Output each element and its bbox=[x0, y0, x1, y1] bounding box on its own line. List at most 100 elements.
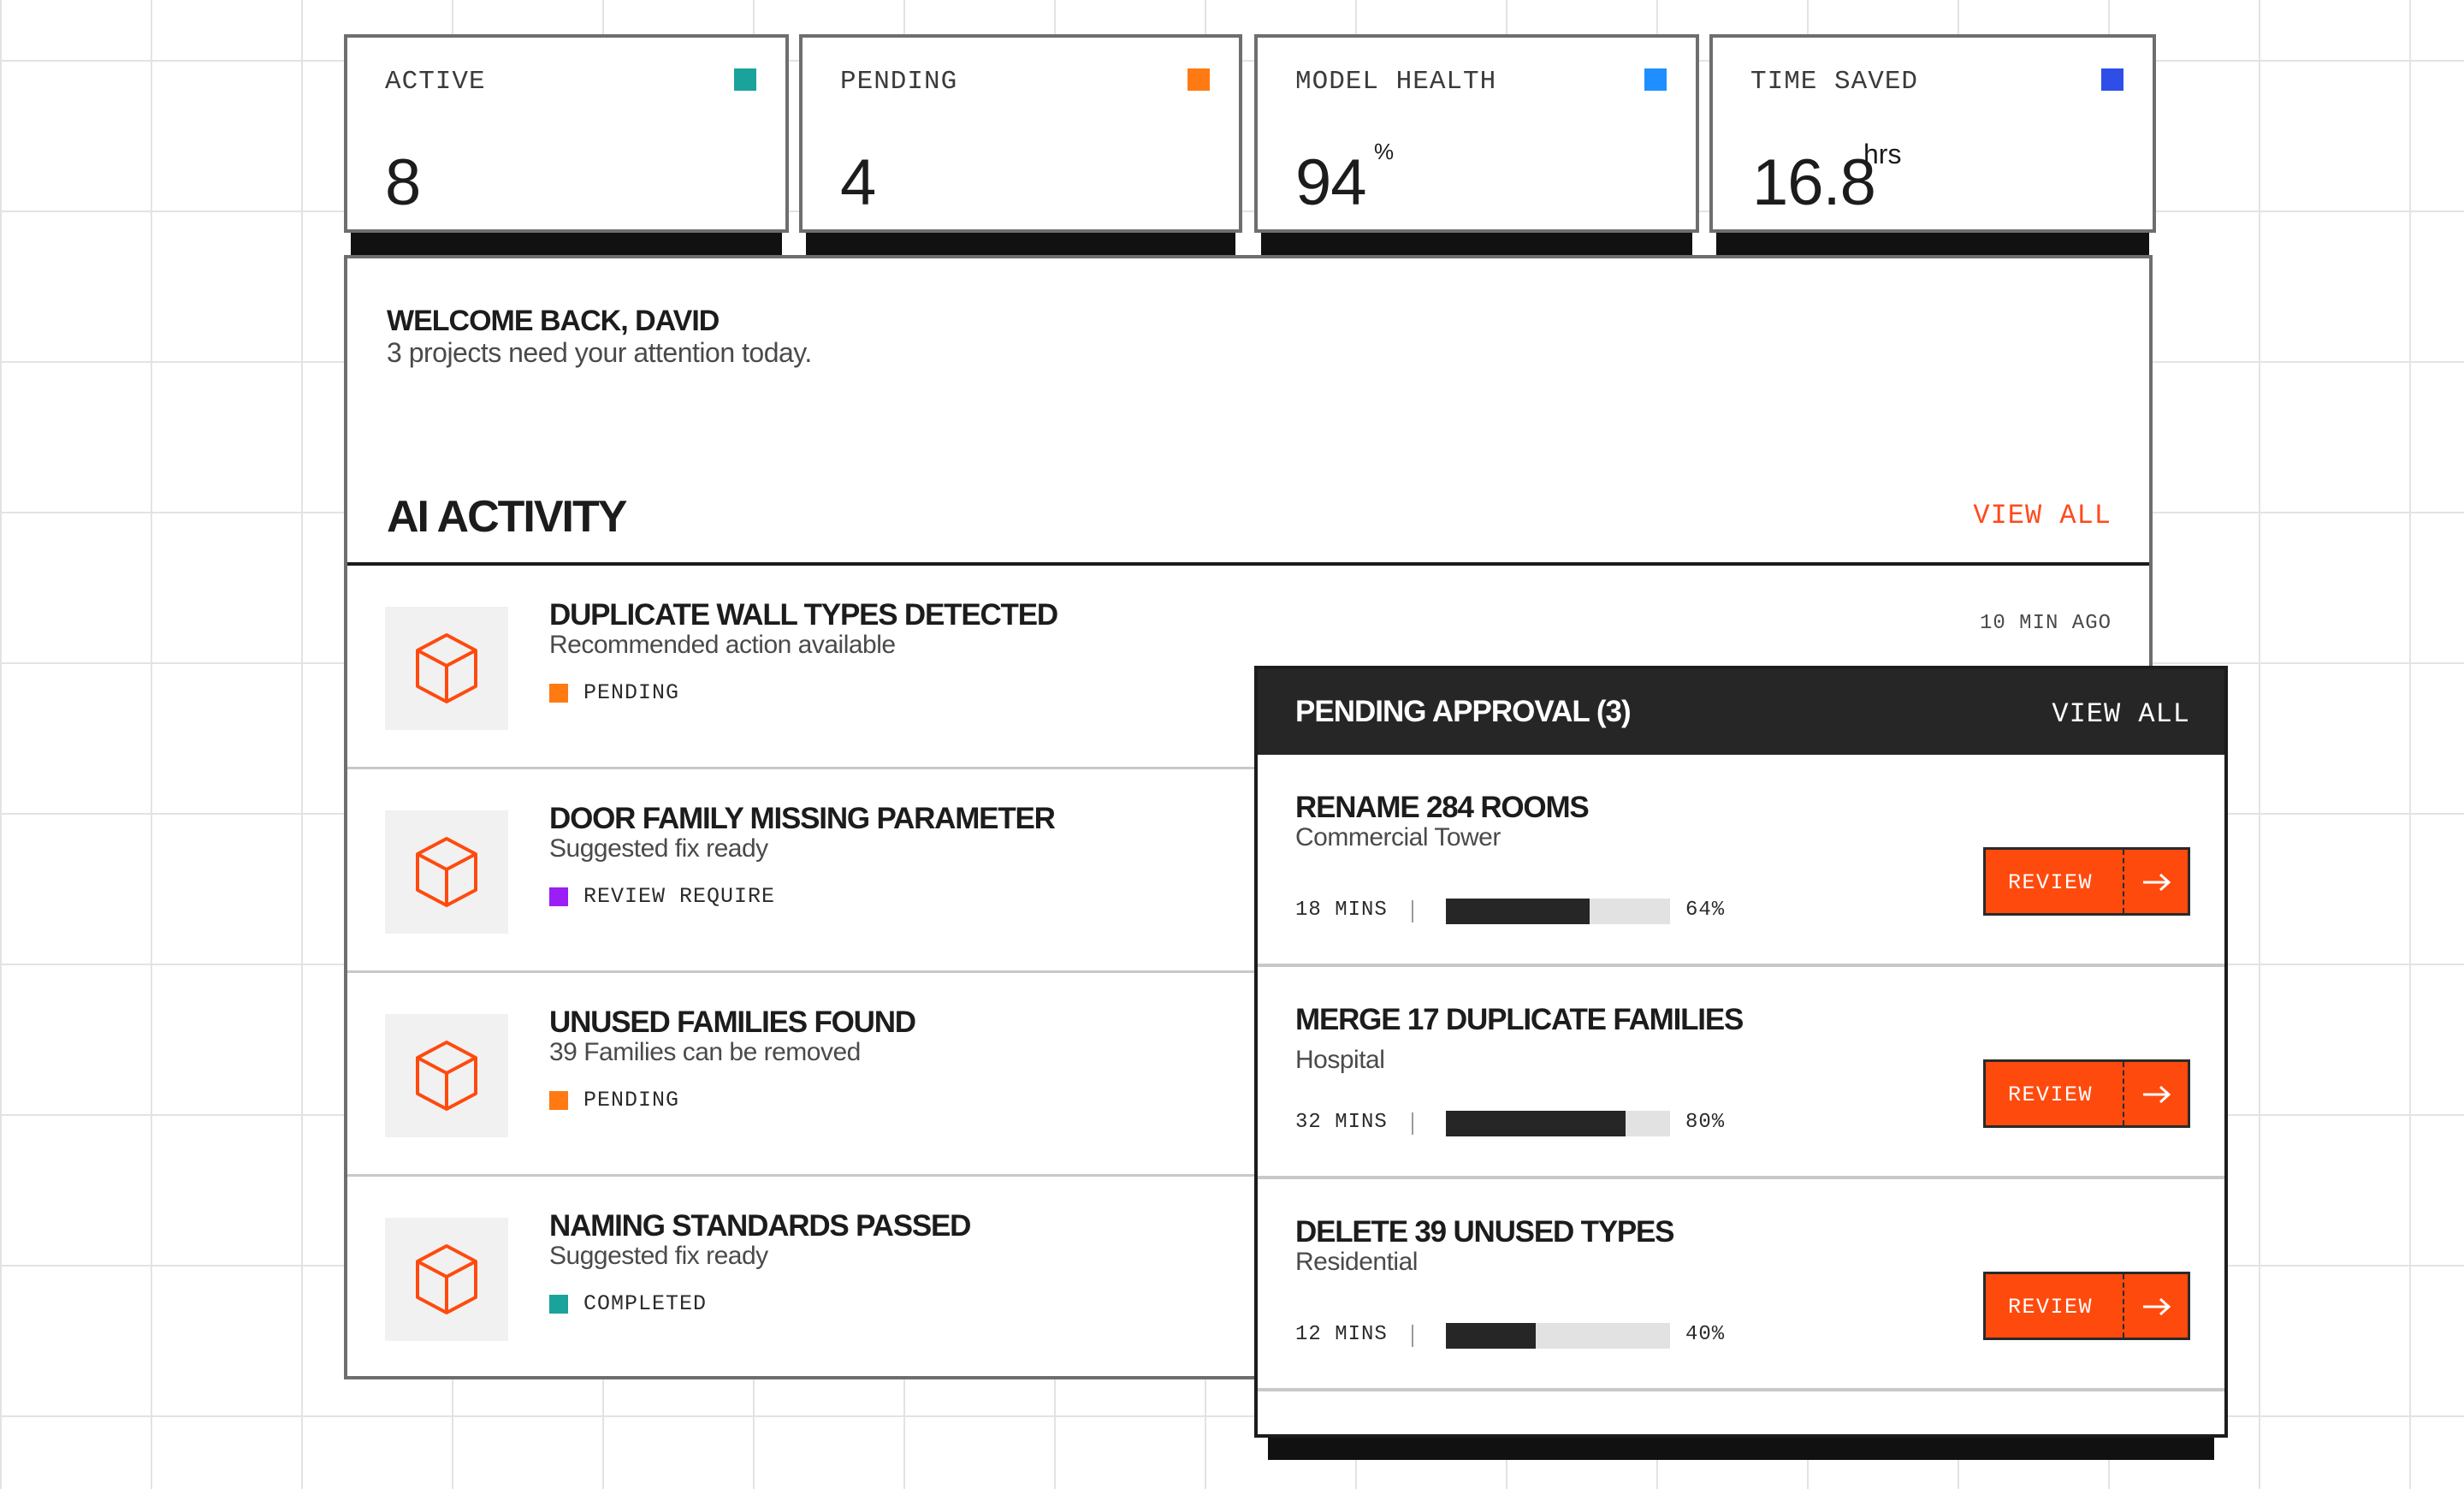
progress-bar bbox=[1446, 1111, 1670, 1136]
review-button-label: REVIEW bbox=[2008, 870, 2094, 895]
activity-item[interactable]: DOOR FAMILY MISSING PARAMETER Suggested … bbox=[347, 769, 2149, 973]
approval-item-duration: 18 MINS bbox=[1295, 899, 1388, 922]
activity-item-title: DOOR FAMILY MISSING PARAMETER bbox=[549, 802, 1056, 835]
stat-card-active: ACTIVE 8 bbox=[344, 34, 789, 233]
approval-separator bbox=[1412, 1325, 1413, 1347]
progress-percent: 80% bbox=[1685, 1111, 1726, 1134]
stat-card-shadow bbox=[1716, 233, 2149, 257]
arrow-right-icon bbox=[2143, 873, 2171, 892]
status-text: REVIEW REQUIRE bbox=[583, 884, 776, 909]
activity-thumbnail bbox=[385, 1218, 508, 1341]
pending-view-all-link[interactable]: VIEW ALL bbox=[2052, 698, 2190, 730]
activity-item-subtitle: 39 Families can be removed bbox=[549, 1038, 861, 1066]
activity-thumbnail bbox=[385, 810, 508, 934]
cube-icon bbox=[416, 633, 477, 703]
activity-item-title: UNUSED FAMILIES FOUND bbox=[549, 1006, 916, 1039]
approval-item-duration: 12 MINS bbox=[1295, 1323, 1388, 1346]
status-badge: PENDING bbox=[549, 1088, 679, 1112]
status-badge: PENDING bbox=[549, 680, 679, 705]
stat-color-indicator bbox=[2101, 68, 2123, 91]
stat-label: ACTIVE bbox=[385, 67, 486, 97]
progress-fill bbox=[1446, 1111, 1626, 1136]
stat-color-indicator bbox=[1188, 68, 1210, 91]
activity-thumbnail bbox=[385, 607, 508, 730]
stat-label: TIME SAVED bbox=[1750, 67, 1919, 97]
stat-label: PENDING bbox=[840, 67, 958, 97]
stat-card-time-saved: 16.8 TIME SAVED hrs bbox=[1709, 34, 2156, 233]
activity-divider bbox=[347, 562, 2149, 566]
stat-color-indicator bbox=[734, 68, 756, 91]
approval-item: RENAME 284 ROOMS Commercial Tower 18 MIN… bbox=[1258, 755, 2224, 967]
pending-approval-header: PENDING APPROVAL (3) VIEW ALL bbox=[1258, 669, 2224, 755]
stat-value: 94 bbox=[1295, 146, 1367, 219]
status-color-indicator bbox=[549, 683, 568, 703]
status-color-indicator bbox=[549, 1090, 568, 1110]
review-button[interactable]: REVIEW bbox=[1983, 1059, 2190, 1128]
progress-fill bbox=[1446, 1323, 1536, 1349]
stat-card-shadow bbox=[1261, 233, 1692, 257]
activity-view-all-link[interactable]: VIEW ALL bbox=[1973, 500, 2112, 531]
status-text: PENDING bbox=[583, 1088, 680, 1112]
cube-icon bbox=[416, 1244, 477, 1314]
stat-card-shadow bbox=[351, 233, 782, 257]
status-color-indicator bbox=[549, 1294, 568, 1314]
approval-item: MERGE 17 DUPLICATE FAMILIES Hospital 32 … bbox=[1258, 967, 2224, 1179]
status-text: COMPLETED bbox=[583, 1291, 708, 1316]
activity-item[interactable]: DUPLICATE WALL TYPES DETECTED Recommende… bbox=[347, 566, 2149, 769]
status-badge: COMPLETED bbox=[549, 1291, 707, 1316]
progress-percent: 64% bbox=[1685, 899, 1726, 922]
approval-item-subtitle: Residential bbox=[1295, 1248, 1418, 1276]
activity-thumbnail bbox=[385, 1014, 508, 1137]
activity-item-subtitle: Suggested fix ready bbox=[549, 834, 768, 863]
approval-item-subtitle: Hospital bbox=[1295, 1046, 1385, 1074]
approval-separator bbox=[1412, 1112, 1413, 1135]
welcome-subtitle: 3 projects need your attention today. bbox=[387, 337, 812, 368]
activity-item[interactable]: NAMING STANDARDS PASSED Suggested fix re… bbox=[347, 1177, 2149, 1380]
cube-icon bbox=[416, 837, 477, 907]
review-button-label: REVIEW bbox=[2008, 1295, 2094, 1320]
approval-item: DELETE 39 UNUSED TYPES Residential 12 MI… bbox=[1258, 1179, 2224, 1391]
review-button-label: REVIEW bbox=[2008, 1083, 2094, 1107]
pending-approval-panel: PENDING APPROVAL (3) VIEW ALL RENAME 284… bbox=[1254, 666, 2228, 1438]
progress-bar bbox=[1446, 1323, 1670, 1349]
activity-item-title: NAMING STANDARDS PASSED bbox=[549, 1209, 971, 1243]
status-badge: REVIEW REQUIRE bbox=[549, 884, 775, 909]
status-text: PENDING bbox=[583, 680, 680, 705]
review-button-divider bbox=[2123, 1062, 2124, 1125]
stat-unit: hrs bbox=[1863, 139, 1902, 169]
review-button[interactable]: REVIEW bbox=[1983, 1272, 2190, 1340]
approval-item-title: RENAME 284 ROOMS bbox=[1295, 791, 1590, 824]
approval-separator bbox=[1412, 900, 1413, 922]
welcome-title: WELCOME BACK, DAVID bbox=[387, 305, 720, 337]
stat-card-model-health: MODEL HEALTH 94 % bbox=[1254, 34, 1699, 233]
review-button-divider bbox=[2123, 1274, 2124, 1338]
status-color-indicator bbox=[549, 887, 568, 906]
pending-approval-title: PENDING APPROVAL (3) bbox=[1295, 695, 1632, 728]
pending-panel-shadow bbox=[1268, 1436, 2214, 1460]
progress-percent: 40% bbox=[1685, 1323, 1726, 1346]
activity-item-title: DUPLICATE WALL TYPES DETECTED bbox=[549, 598, 1058, 632]
stat-unit: % bbox=[1374, 139, 1395, 164]
activity-item-subtitle: Suggested fix ready bbox=[549, 1242, 768, 1270]
stat-value: 4 bbox=[840, 146, 876, 219]
approval-item-title: DELETE 39 UNUSED TYPES bbox=[1295, 1215, 1675, 1249]
progress-fill bbox=[1446, 899, 1590, 924]
approval-item-duration: 32 MINS bbox=[1295, 1111, 1388, 1134]
review-button-divider bbox=[2123, 850, 2124, 913]
activity-item-time: 10 MIN AGO bbox=[1979, 612, 2112, 635]
stat-card-pending: PENDING 4 bbox=[799, 34, 1242, 233]
stat-card-shadow bbox=[806, 233, 1235, 257]
cube-icon bbox=[416, 1041, 477, 1111]
progress-bar bbox=[1446, 899, 1670, 924]
review-button[interactable]: REVIEW bbox=[1983, 847, 2190, 916]
approval-item-subtitle: Commercial Tower bbox=[1295, 823, 1501, 851]
activity-item[interactable]: UNUSED FAMILIES FOUND 39 Families can be… bbox=[347, 973, 2149, 1177]
stat-value: 8 bbox=[385, 146, 421, 219]
arrow-right-icon bbox=[2143, 1297, 2171, 1316]
activity-title: AI ACTIVITY bbox=[387, 492, 627, 542]
stat-label: MODEL HEALTH bbox=[1295, 67, 1497, 97]
activity-item-subtitle: Recommended action available bbox=[549, 631, 896, 659]
arrow-right-icon bbox=[2143, 1085, 2171, 1104]
stat-color-indicator bbox=[1644, 68, 1667, 91]
approval-item-title: MERGE 17 DUPLICATE FAMILIES bbox=[1295, 1003, 1744, 1036]
